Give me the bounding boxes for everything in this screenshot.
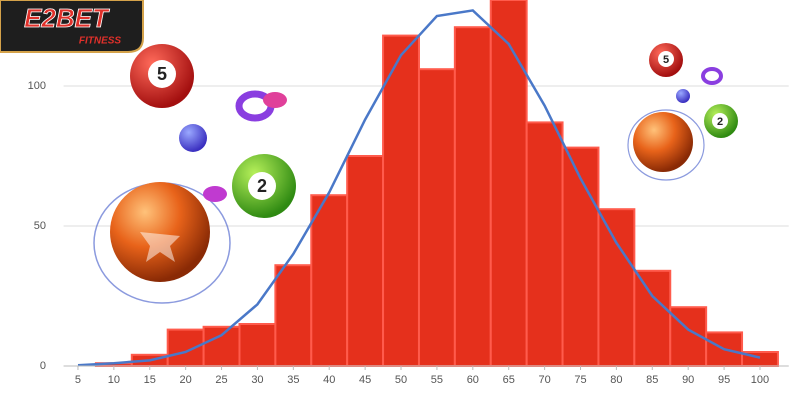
logo-subtitle: FITNESS	[79, 36, 122, 47]
bar	[382, 34, 420, 367]
ball-number: 2	[257, 176, 267, 196]
bar	[489, 0, 528, 367]
x-tick-label: 50	[395, 374, 407, 386]
decoration-right: 5 2	[627, 43, 738, 181]
bar	[310, 194, 349, 367]
x-tick-label: 90	[682, 374, 694, 386]
blob	[203, 186, 227, 202]
logo-title: E2BET	[24, 3, 110, 33]
ball	[676, 89, 690, 103]
ball-face	[712, 113, 728, 129]
x-tick-label: 70	[538, 374, 550, 386]
x-tick-label: 95	[718, 374, 730, 386]
x-tick-label: 85	[646, 374, 658, 386]
orbit	[627, 109, 705, 181]
bar	[166, 328, 205, 368]
x-tick-label: 25	[215, 374, 227, 386]
bar	[453, 26, 492, 367]
x-tick-label: 20	[180, 374, 192, 386]
decoration-left: 5 2	[93, 44, 296, 304]
x-tick-label: 65	[503, 374, 515, 386]
bar	[238, 323, 277, 367]
ball-number: 5	[663, 54, 669, 66]
y-tick-label: 100	[28, 80, 46, 92]
bar	[346, 155, 385, 367]
bar	[274, 264, 313, 368]
ball-number: 2	[717, 116, 723, 128]
logo: E2BET FITNESS	[0, 0, 144, 53]
ball-face	[248, 172, 276, 200]
x-tick-label: 75	[574, 374, 586, 386]
x-tick-label: 5	[75, 374, 81, 386]
bar	[561, 146, 600, 367]
x-tick-label: 15	[144, 374, 156, 386]
bar	[597, 208, 636, 367]
axis: 0 50 100 5 10 15 20 25 30 35 40 45 50 55 60 65 70 75 80 85 9…	[28, 80, 789, 386]
x-tick-label: 80	[610, 374, 622, 386]
ball	[633, 112, 693, 172]
x-tick-label: 55	[431, 374, 443, 386]
ball	[110, 182, 210, 282]
logo-plate	[0, 0, 144, 53]
y-tick-label: 50	[34, 220, 46, 232]
x-tick-label: 40	[323, 374, 335, 386]
bar	[417, 68, 456, 367]
ball-face	[658, 51, 674, 67]
fit-curve	[77, 9, 761, 367]
star	[140, 232, 180, 262]
x-tick-label: 35	[287, 374, 299, 386]
x-tick-label: 100	[751, 374, 769, 386]
x-tick-label: 30	[251, 374, 263, 386]
y-tick-label: 0	[40, 360, 46, 372]
x-tick-label: 60	[467, 374, 479, 386]
bar	[202, 325, 241, 367]
bar	[525, 121, 564, 368]
x-tick-label: 45	[359, 374, 371, 386]
ring	[701, 67, 723, 85]
ball	[179, 124, 207, 152]
ball-number: 5	[157, 64, 167, 84]
bars	[94, 0, 779, 368]
bar	[633, 269, 672, 367]
ball-face	[148, 60, 176, 88]
curve-layer	[77, 9, 761, 367]
x-tick-label: 10	[108, 374, 120, 386]
blob	[263, 92, 287, 108]
